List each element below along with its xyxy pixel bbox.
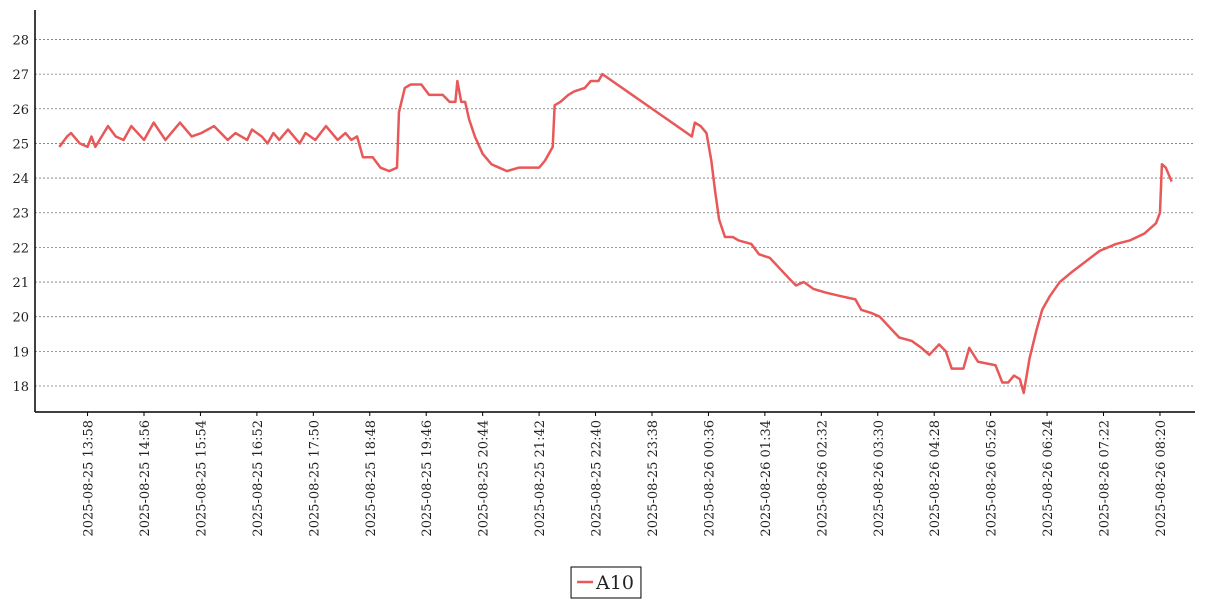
- x-tick-label: 2025-08-26 08:20: [1154, 420, 1169, 537]
- y-tick-label: 26: [12, 103, 29, 118]
- x-tick-label: 2025-08-26 01:34: [759, 420, 774, 537]
- x-tick-label: 2025-08-25 18:48: [364, 420, 379, 537]
- legend: A10: [570, 566, 642, 599]
- x-tick-label: 2025-08-26 03:30: [872, 420, 887, 537]
- x-tick-label: 2025-08-25 16:52: [251, 420, 266, 537]
- x-tick-label: 2025-08-25 19:46: [420, 420, 435, 537]
- y-tick-label: 28: [12, 33, 29, 48]
- x-tick-label: 2025-08-26 06:24: [1041, 420, 1056, 537]
- x-tick-label: 2025-08-25 17:50: [307, 420, 322, 537]
- x-tick-label: 2025-08-25 22:40: [590, 420, 605, 537]
- y-tick-label: 18: [12, 380, 29, 395]
- x-tick-label: 2025-08-26 02:32: [815, 420, 830, 537]
- x-tick-label: 2025-08-26 04:28: [928, 420, 943, 537]
- data-line: [58, 72, 1173, 395]
- y-tick-label: 19: [12, 345, 29, 360]
- x-tick-label: 2025-08-26 05:26: [985, 420, 1000, 537]
- x-tick-label: 2025-08-25 23:38: [646, 420, 661, 537]
- x-tick-label: 2025-08-25 21:42: [533, 420, 548, 537]
- y-tick-label: 25: [12, 137, 29, 152]
- x-tick-label: 2025-08-25 14:56: [138, 420, 153, 537]
- x-tick-label: 2025-08-25 13:58: [82, 420, 97, 537]
- y-tick-label: 21: [12, 276, 29, 291]
- y-tick-label: 22: [12, 241, 29, 256]
- y-tick-label: 23: [12, 207, 29, 222]
- y-tick-label: 24: [12, 172, 29, 187]
- x-tick-label: 2025-08-26 07:22: [1098, 420, 1113, 537]
- x-tick-label: 2025-08-25 15:54: [194, 420, 209, 537]
- x-tick-label: 2025-08-25 20:44: [477, 420, 492, 537]
- y-tick-label: 27: [12, 68, 29, 83]
- y-tick-label: 20: [12, 311, 29, 326]
- legend-label: A10: [595, 572, 634, 594]
- x-tick-label: 2025-08-26 00:36: [702, 420, 717, 537]
